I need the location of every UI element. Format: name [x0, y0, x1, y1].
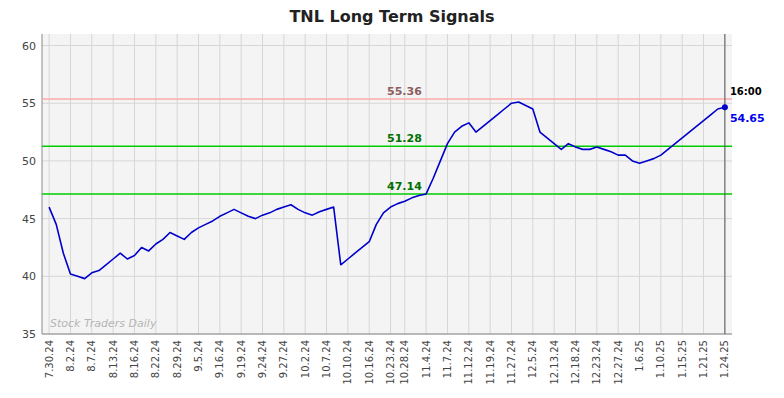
- x-tick-label: 8.13.24: [108, 340, 119, 378]
- grid-line-y: [42, 103, 732, 104]
- grid-line-x: [305, 34, 306, 334]
- end-time-label: 16:00: [730, 86, 762, 97]
- reference-line: [42, 98, 732, 100]
- plot-area: [42, 34, 732, 334]
- grid-line-y: [42, 334, 732, 335]
- grid-line-x: [618, 34, 619, 334]
- grid-line-x: [177, 34, 178, 334]
- grid-line-x: [575, 34, 576, 334]
- x-tick-label: 12.5.24: [527, 340, 538, 378]
- chart: TNL Long Term Signals 35 40 45 50 55 60 7.30.24…: [0, 0, 784, 398]
- x-tick-label: 12.18.24: [570, 340, 581, 385]
- last-point-line: [724, 34, 725, 334]
- grid-line-x: [703, 34, 704, 334]
- grid-line-x: [155, 34, 156, 334]
- x-tick-label: 1.21.25: [698, 340, 709, 378]
- x-tick-label: 10.7.24: [321, 340, 332, 378]
- x-tick-label: 7.30.24: [44, 340, 55, 378]
- x-tick-label: 10.23.24: [385, 340, 396, 385]
- x-tick-label: 12.27.24: [613, 340, 624, 385]
- grid-line-x: [490, 34, 491, 334]
- x-tick-label: 8.22.24: [150, 340, 161, 378]
- grid-line-x: [682, 34, 683, 334]
- x-tick-label: 11.4.24: [421, 340, 432, 378]
- x-tick-label: 1.10.25: [655, 340, 666, 378]
- y-tick-label: 60: [22, 40, 36, 53]
- grid-line-y: [42, 218, 732, 219]
- x-tick-label: 10.16.24: [364, 340, 375, 385]
- grid-line-x: [70, 34, 71, 334]
- x-tick-label: 1.6.25: [634, 340, 645, 372]
- x-tick-label: 9.24.24: [257, 340, 268, 378]
- grid-line-x: [639, 34, 640, 334]
- y-tick-label: 35: [22, 328, 36, 341]
- title: TNL Long Term Signals: [289, 7, 494, 26]
- plot-background: [42, 34, 732, 334]
- x-tick-label: 10.10.24: [342, 340, 353, 385]
- watermark: Stock Traders Daily: [50, 317, 157, 330]
- x-tick-label: 12.23.24: [591, 340, 602, 385]
- grid-line-y: [42, 45, 732, 46]
- y-tick-label: 45: [22, 213, 36, 226]
- x-tick-label: 11.19.24: [485, 340, 496, 385]
- grid-line-x: [134, 34, 135, 334]
- reference-line: [42, 193, 732, 195]
- x-tick-label: 11.27.24: [506, 340, 517, 385]
- grid-line-y: [42, 160, 732, 161]
- grid-line-x: [369, 34, 370, 334]
- reference-label: 47.14: [387, 180, 422, 193]
- y-tick-label: 55: [22, 97, 36, 110]
- x-tick-label: 10.2.24: [300, 340, 311, 378]
- grid-line-x: [283, 34, 284, 334]
- x-tick-label: 11.12.24: [463, 340, 474, 385]
- price-line: [49, 102, 725, 279]
- grid-line-x: [554, 34, 555, 334]
- grid-line-x: [426, 34, 427, 334]
- x-tick-label: 9.5.24: [193, 340, 204, 372]
- x-tick-label: 10.28.24: [399, 340, 410, 385]
- end-price-label: 54.65: [730, 112, 765, 125]
- x-tick-label: 9.27.24: [278, 340, 289, 378]
- y-tick-label: 40: [22, 270, 36, 283]
- grid-line-x: [49, 34, 50, 334]
- x-tick-label: 12.13.24: [549, 340, 560, 385]
- x-tick-label: 1.24.25: [719, 340, 730, 378]
- grid-line-x: [468, 34, 469, 334]
- grid-line-x: [219, 34, 220, 334]
- grid-line-x: [532, 34, 533, 334]
- y-tick-label: 50: [22, 155, 36, 168]
- x-tick-label: 1.15.25: [677, 340, 688, 378]
- grid-line-x: [596, 34, 597, 334]
- x-tick-label: 9.19.24: [236, 340, 247, 378]
- x-tick-label: 8.29.24: [172, 340, 183, 378]
- grid-line-x: [660, 34, 661, 334]
- grid-line-x: [113, 34, 114, 334]
- x-axis: [42, 334, 732, 335]
- grid-line-y: [42, 276, 732, 277]
- grid-line-x: [262, 34, 263, 334]
- x-tick-label: 11.7.24: [442, 340, 453, 378]
- grid-line-x: [724, 34, 725, 334]
- grid-line-x: [91, 34, 92, 334]
- last-point: [722, 104, 728, 110]
- y-axis: [42, 34, 43, 334]
- grid-line-x: [511, 34, 512, 334]
- grid-line-x: [347, 34, 348, 334]
- reference-label: 55.36: [387, 85, 422, 98]
- x-tick-label: 8.7.24: [86, 340, 97, 372]
- x-tick-label: 9.16.24: [214, 340, 225, 378]
- x-tick-label: 8.2.24: [65, 340, 76, 372]
- reference-line: [42, 145, 732, 147]
- reference-label: 51.28: [387, 132, 422, 145]
- x-tick-label: 8.16.24: [129, 340, 140, 378]
- grid-line-x: [326, 34, 327, 334]
- grid-line-x: [198, 34, 199, 334]
- grid-line-x: [241, 34, 242, 334]
- grid-line-x: [447, 34, 448, 334]
- grid: [42, 34, 732, 334]
